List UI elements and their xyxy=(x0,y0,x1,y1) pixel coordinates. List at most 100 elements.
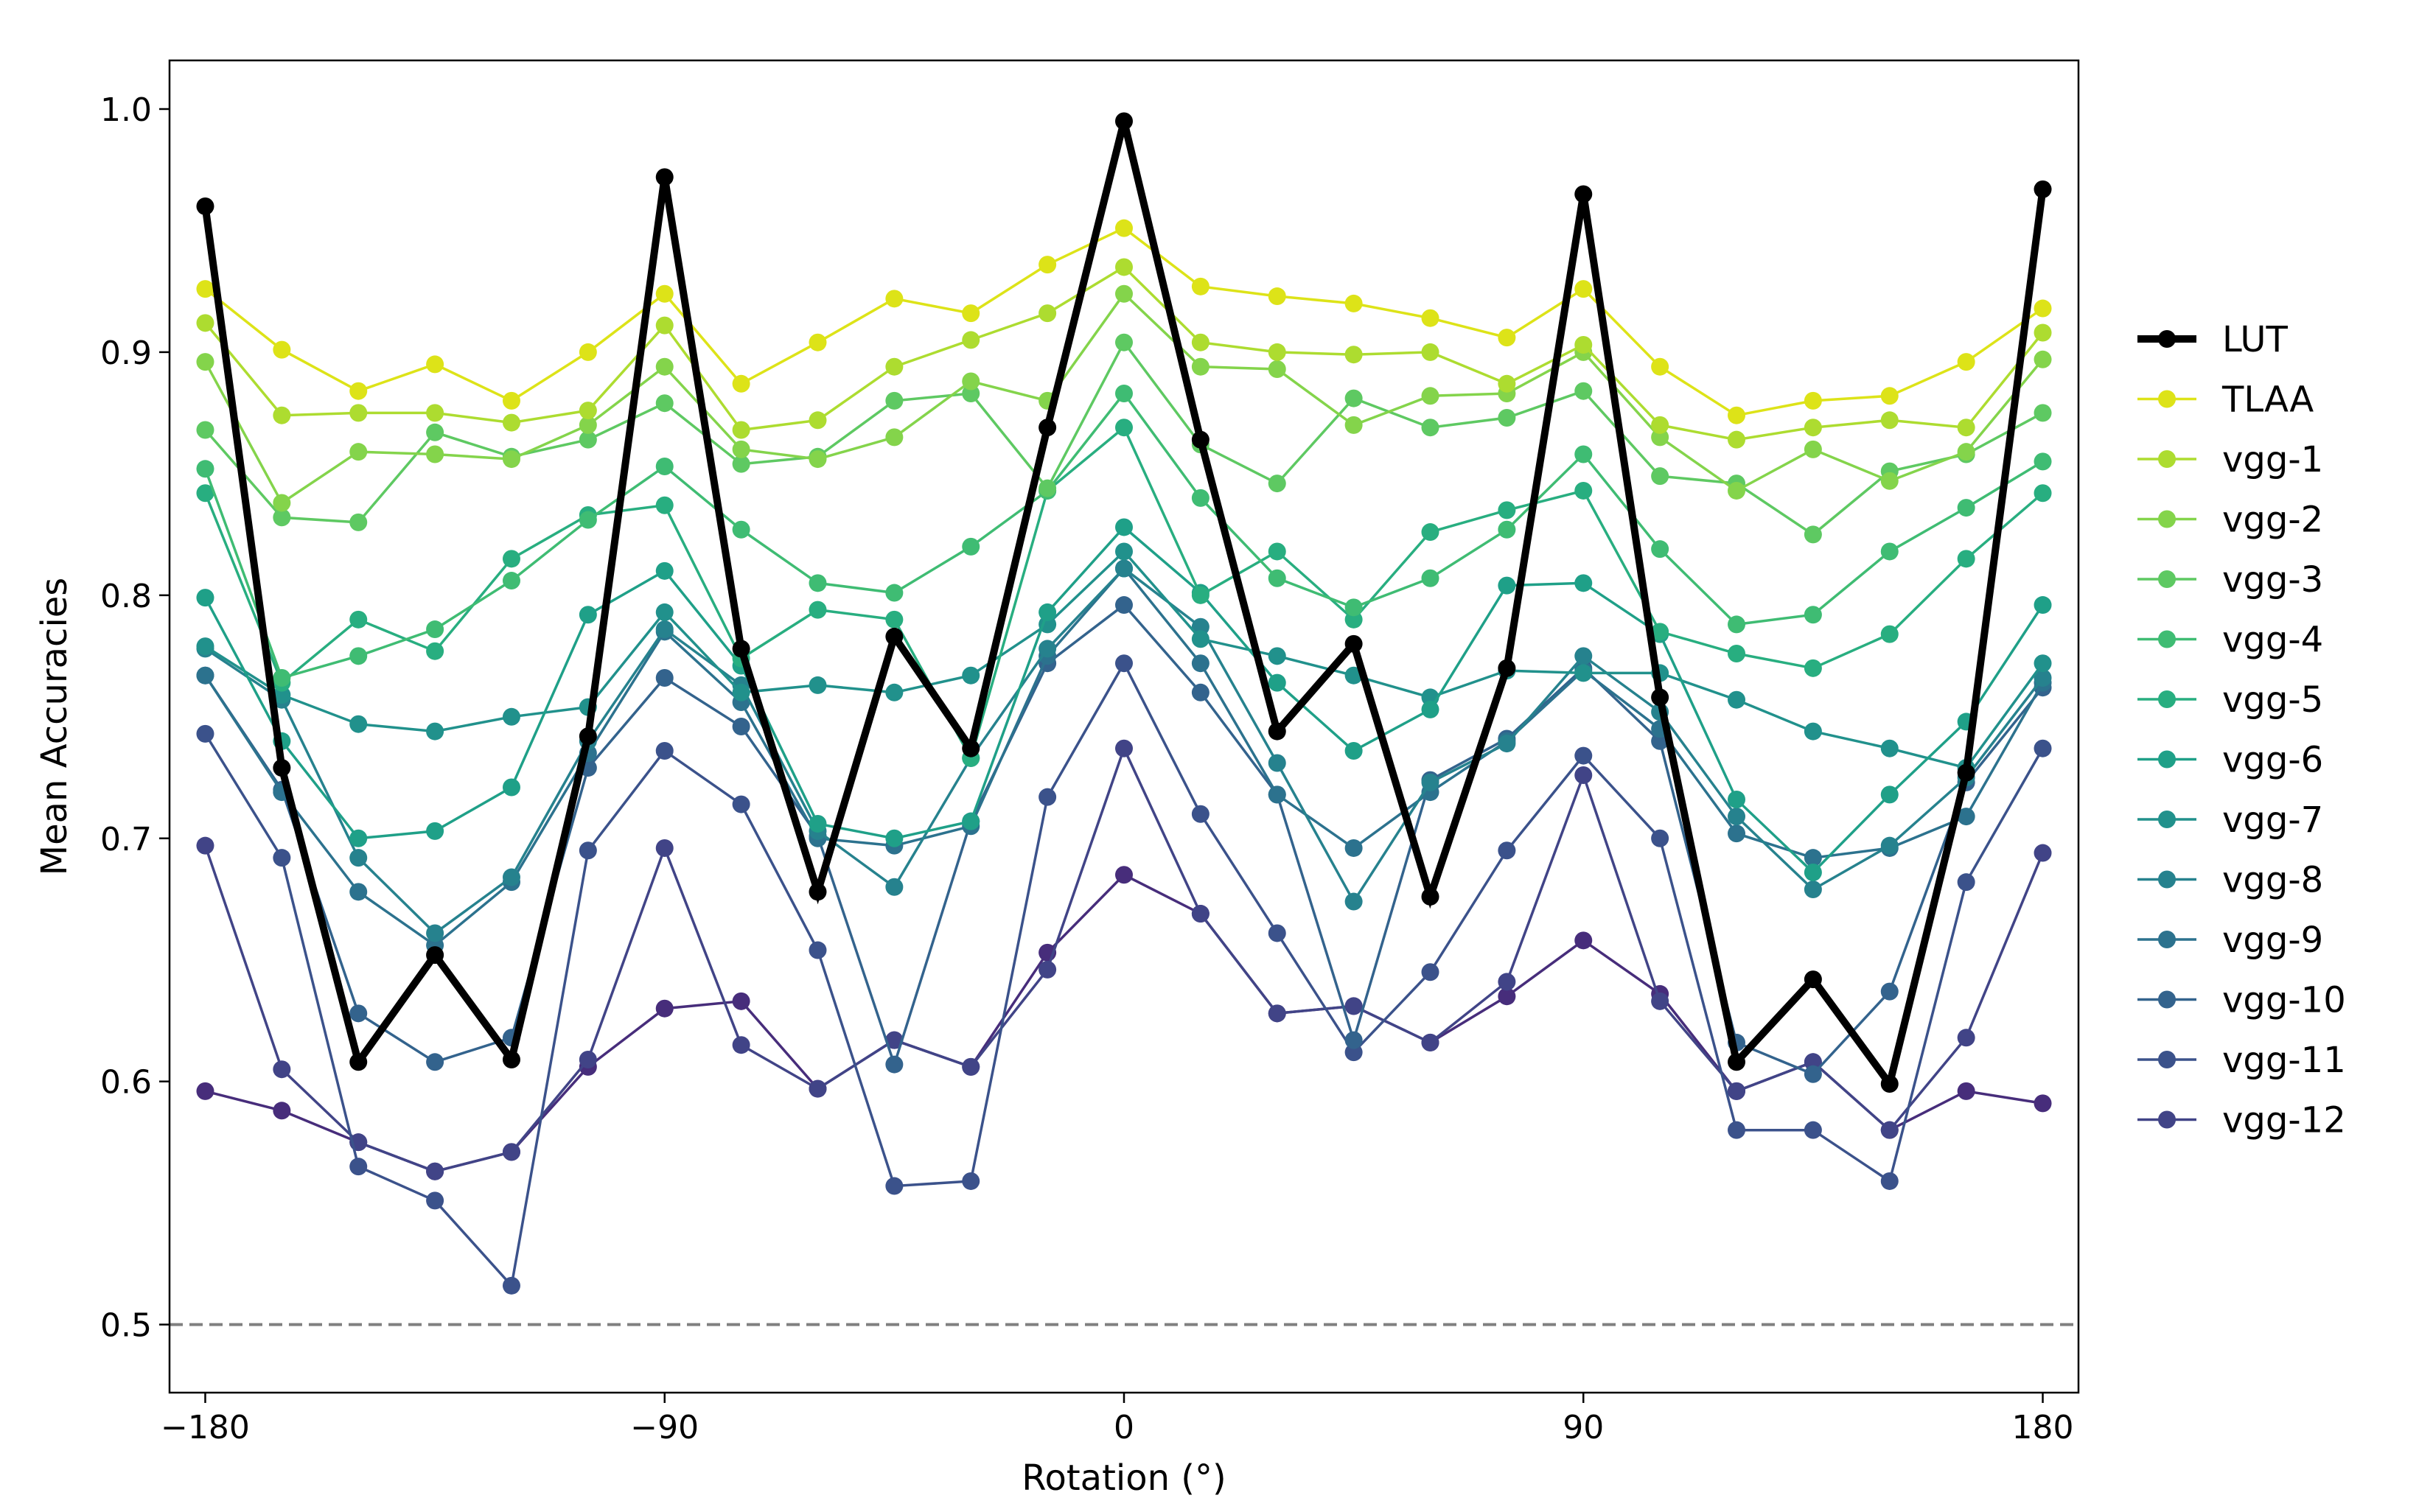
data-point-vgg-5 xyxy=(1651,623,1669,641)
data-point-vgg-3 xyxy=(655,394,674,413)
data-point-vgg-4 xyxy=(809,574,827,592)
data-point-vgg-6 xyxy=(1039,603,1057,621)
x-axis: −180 −90 0 90 180 xyxy=(161,1393,2074,1446)
data-point-vgg-1 xyxy=(1115,258,1133,276)
data-point-LUT xyxy=(1039,419,1057,437)
series-vgg-1 xyxy=(196,258,2052,449)
data-point-vgg-7 xyxy=(426,722,444,741)
data-point-vgg-11 xyxy=(1268,924,1286,942)
data-point-vgg-6 xyxy=(1268,673,1286,692)
data-point-vgg-5 xyxy=(502,550,520,568)
data-point-vgg-12 xyxy=(1498,973,1516,991)
data-point-vgg-9 xyxy=(1191,654,1210,673)
data-point-vgg-8 xyxy=(1574,647,1593,665)
series-line-vgg-3 xyxy=(204,340,2044,536)
data-point-vgg-6 xyxy=(1421,700,1439,718)
data-point-TLAA xyxy=(273,340,291,359)
data-point-TLAA xyxy=(349,382,368,400)
data-point-vgg-12-extra xyxy=(655,999,674,1018)
data-point-vgg-1 xyxy=(1880,411,1899,430)
data-point-LUT xyxy=(885,627,904,645)
data-point-vgg-8 xyxy=(1498,735,1516,753)
data-point-vgg-11 xyxy=(1039,788,1057,806)
data-point-vgg-7 xyxy=(349,715,368,733)
data-point-vgg-6 xyxy=(426,822,444,840)
data-point-vgg-2 xyxy=(655,357,674,376)
data-point-vgg-5 xyxy=(2034,484,2052,503)
data-point-vgg-5 xyxy=(1728,645,1746,663)
data-point-vgg-7 xyxy=(1115,542,1133,561)
legend-marker xyxy=(2158,1051,2176,1068)
data-point-vgg-4 xyxy=(1344,598,1363,617)
data-point-LUT xyxy=(579,727,597,746)
data-point-vgg-2 xyxy=(1421,387,1439,405)
data-point-vgg-12 xyxy=(1957,1029,1975,1047)
data-point-vgg-1 xyxy=(732,421,750,439)
data-point-TLAA xyxy=(809,333,827,351)
data-point-vgg-11 xyxy=(1115,654,1133,673)
data-point-LUT xyxy=(426,946,444,965)
data-point-vgg-3 xyxy=(349,513,368,531)
data-point-vgg-4 xyxy=(1268,569,1286,587)
legend-label: vgg-6 xyxy=(2222,740,2323,781)
data-point-LUT xyxy=(1421,887,1439,906)
legend-marker xyxy=(2158,811,2176,828)
data-point-vgg-7 xyxy=(2034,654,2052,673)
data-point-vgg-11 xyxy=(1651,829,1669,847)
data-point-vgg-4 xyxy=(655,457,674,475)
y-tick-label: 1.0 xyxy=(100,91,152,129)
data-point-vgg-2 xyxy=(1344,416,1363,434)
data-point-vgg-4 xyxy=(1574,445,1593,463)
data-point-vgg-9 xyxy=(1728,825,1746,843)
data-point-vgg-10 xyxy=(885,1055,904,1074)
data-point-vgg-8 xyxy=(1268,754,1286,772)
data-point-vgg-6 xyxy=(1344,741,1363,760)
data-point-vgg-2 xyxy=(1115,284,1133,303)
data-point-vgg-1 xyxy=(1039,304,1057,323)
data-point-vgg-9 xyxy=(1268,785,1286,804)
data-point-vgg-4 xyxy=(1498,520,1516,539)
data-point-vgg-1 xyxy=(426,404,444,422)
data-point-vgg-8 xyxy=(1880,836,1899,855)
data-point-vgg-11 xyxy=(1421,963,1439,981)
data-point-vgg-11 xyxy=(1804,1121,1822,1139)
data-point-vgg-3 xyxy=(579,430,597,449)
data-point-vgg-1 xyxy=(579,402,597,420)
data-point-vgg-7 xyxy=(1574,664,1593,682)
x-tick-label: 90 xyxy=(1563,1409,1604,1446)
data-point-vgg-3 xyxy=(1804,525,1822,544)
x-tick-label: −180 xyxy=(161,1409,250,1446)
data-point-LUT xyxy=(1115,112,1133,130)
data-point-TLAA xyxy=(1268,287,1286,306)
data-point-vgg-6 xyxy=(1880,785,1899,804)
data-point-TLAA xyxy=(2034,299,2052,318)
data-point-vgg-10 xyxy=(1344,1031,1363,1049)
data-point-vgg-1 xyxy=(1268,343,1286,361)
y-tick-label: 0.8 xyxy=(100,578,152,615)
series-line-vgg-6 xyxy=(203,525,2044,875)
data-point-LUT xyxy=(273,759,291,777)
data-point-vgg-10 xyxy=(732,718,750,735)
data-point-TLAA xyxy=(1191,277,1210,295)
data-point-vgg-6 xyxy=(502,778,520,797)
y-axis-title: Mean Accuracies xyxy=(34,578,75,876)
data-point-TLAA xyxy=(1651,357,1669,376)
data-point-vgg-1 xyxy=(1651,416,1669,434)
data-point-vgg-11 xyxy=(885,1177,904,1195)
data-point-vgg-9 xyxy=(1957,808,1975,826)
data-point-vgg-3 xyxy=(732,455,750,473)
data-point-vgg-2 xyxy=(885,428,904,447)
data-point-vgg-3 xyxy=(885,391,904,410)
legend-label: vgg-5 xyxy=(2222,679,2323,721)
data-point-vgg-12 xyxy=(1344,997,1363,1015)
data-point-vgg-8 xyxy=(1039,640,1057,658)
data-point-vgg-12 xyxy=(732,1036,750,1054)
data-point-vgg-1 xyxy=(1804,419,1822,437)
data-point-vgg-4 xyxy=(349,647,368,665)
y-tick-label: 0.9 xyxy=(100,335,152,372)
data-point-vgg-12 xyxy=(273,1060,291,1079)
data-point-vgg-8 xyxy=(2034,669,2052,687)
data-point-LUT xyxy=(502,1051,520,1068)
legend-item-vgg-3: vgg-3 xyxy=(2137,559,2323,601)
data-point-vgg-8 xyxy=(349,849,368,867)
